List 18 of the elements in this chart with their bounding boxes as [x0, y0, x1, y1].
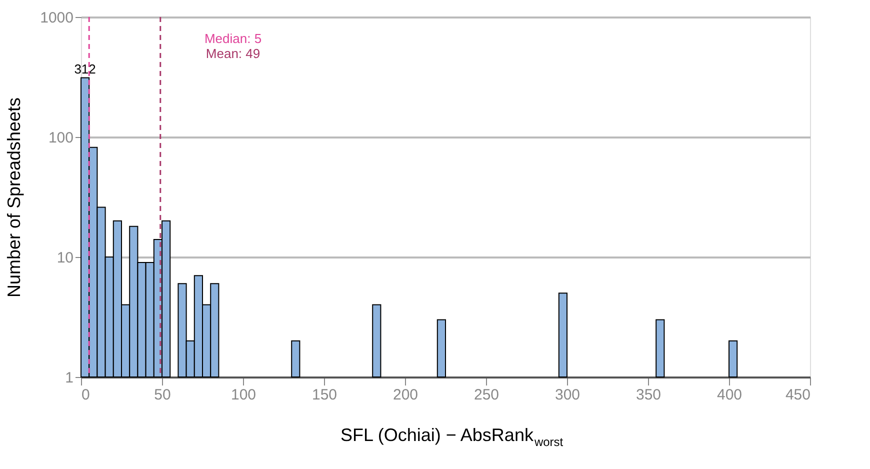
ref-line-label: Mean: 49	[206, 46, 260, 61]
x-tick-label: 350	[636, 386, 662, 404]
data-label: 312	[74, 62, 96, 77]
y-tick-label: 1	[65, 370, 74, 386]
x-tick-label: 150	[312, 386, 338, 404]
x-tick-label: 0	[82, 386, 90, 404]
x-tick-label: 200	[392, 386, 418, 404]
y-tick-label: 100	[48, 130, 74, 146]
x-tick-label: 450	[785, 386, 810, 404]
y-tick-label: 10	[56, 250, 74, 266]
x-tick-label: 300	[554, 386, 580, 404]
x-tick-label: 250	[474, 386, 500, 404]
y-tick-label: 1000	[40, 10, 74, 26]
ref-line-label: Median: 5	[204, 31, 262, 46]
x-tick-label: 100	[230, 386, 256, 404]
x-tick-label: 400	[716, 386, 742, 404]
x-tick-label: 50	[154, 386, 171, 404]
y-axis-title: Number of Spreadsheets	[4, 97, 24, 298]
